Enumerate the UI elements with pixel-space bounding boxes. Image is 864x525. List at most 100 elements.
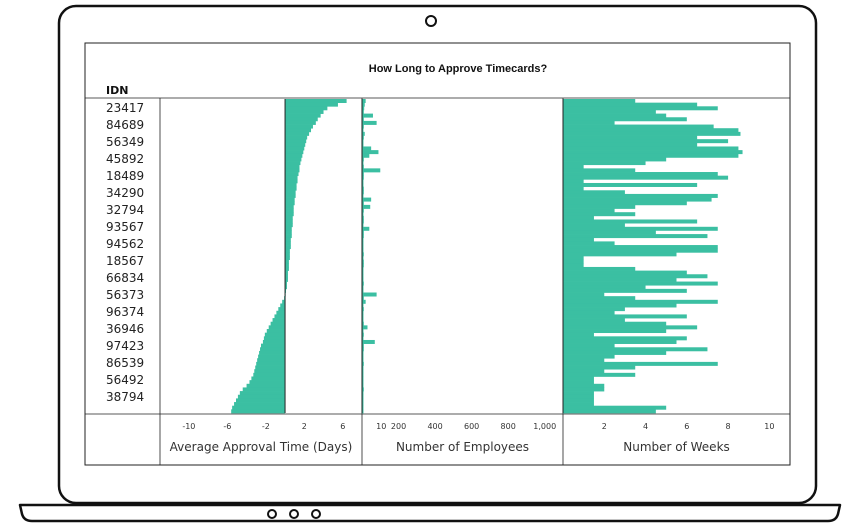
- bar: [563, 179, 584, 184]
- bar: [362, 256, 364, 260]
- tick-label: 800: [501, 422, 516, 431]
- bar: [362, 325, 368, 330]
- bar: [285, 146, 305, 151]
- bar: [563, 318, 625, 323]
- bar: [362, 307, 364, 312]
- bar: [362, 372, 364, 377]
- bar: [563, 252, 677, 257]
- bar: [563, 310, 615, 315]
- bar: [563, 256, 584, 260]
- bar: [362, 109, 364, 114]
- bar: [362, 391, 364, 396]
- bar: [285, 241, 291, 246]
- chart-border: [84, 42, 791, 466]
- bar: [256, 361, 286, 366]
- bar: [563, 296, 636, 301]
- bar: [563, 303, 677, 308]
- bar: [362, 252, 364, 257]
- bar: [362, 117, 364, 122]
- bar: [272, 318, 286, 323]
- bar: [563, 146, 739, 151]
- bar: [362, 358, 364, 363]
- id-label: 56373: [106, 288, 144, 302]
- bar: [362, 135, 364, 140]
- bar: [563, 391, 594, 396]
- bar: [362, 248, 364, 253]
- bar: [563, 376, 594, 381]
- axis-title: Number of Employees: [396, 440, 529, 454]
- bar: [362, 347, 364, 352]
- bar: [362, 131, 365, 136]
- bar: [266, 329, 286, 334]
- axis-title: Number of Weeks: [623, 440, 730, 454]
- bar: [260, 347, 286, 352]
- bar: [362, 405, 364, 410]
- bar: [285, 270, 288, 275]
- bar: [276, 310, 286, 315]
- bar: [563, 350, 667, 355]
- bar: [262, 339, 286, 344]
- bar: [231, 409, 286, 414]
- bar: [362, 150, 379, 155]
- bar: [362, 223, 364, 228]
- bar: [239, 391, 286, 396]
- bar: [563, 358, 605, 363]
- bar: [563, 172, 718, 177]
- bar: [268, 325, 286, 330]
- bar: [253, 372, 286, 377]
- bar: [563, 380, 594, 385]
- bar: [362, 277, 364, 282]
- bar: [362, 365, 364, 370]
- bar: [563, 161, 646, 166]
- bar: [362, 142, 364, 147]
- bar: [263, 336, 286, 341]
- bar: [563, 354, 615, 359]
- bar: [285, 266, 289, 271]
- bar: [257, 358, 286, 363]
- bar: [362, 266, 364, 271]
- id-label: 36946: [106, 322, 144, 336]
- id-label: 56349: [106, 135, 144, 149]
- bar: [234, 402, 286, 407]
- id-label: 93567: [106, 220, 144, 234]
- bar: [362, 350, 364, 355]
- bar: [362, 172, 364, 177]
- bar: [285, 285, 287, 290]
- bar: [563, 102, 698, 107]
- bar: [563, 281, 718, 286]
- bar: [362, 409, 364, 414]
- bar: [285, 215, 293, 220]
- bar: [563, 245, 718, 250]
- bar: [563, 106, 718, 111]
- bar: [563, 182, 698, 187]
- bar: [362, 182, 364, 187]
- bar: [563, 131, 741, 136]
- bar: [362, 237, 364, 242]
- bar: [362, 186, 364, 191]
- bar: [563, 212, 636, 217]
- bar: [285, 226, 292, 231]
- bar: [285, 124, 313, 129]
- bar: [362, 402, 364, 407]
- bar: [362, 102, 365, 107]
- bar: [563, 208, 615, 213]
- bar: [285, 179, 298, 184]
- bar: [362, 339, 375, 344]
- bar: [362, 226, 370, 231]
- bar: [563, 139, 729, 144]
- bar: [285, 252, 290, 257]
- bar: [251, 376, 286, 381]
- bar: [563, 383, 605, 388]
- id-label: 66834: [106, 271, 144, 285]
- bar: [563, 190, 625, 195]
- bar: [362, 215, 364, 220]
- webcam-icon: [425, 15, 437, 27]
- bar: [237, 394, 286, 399]
- port-icon: [289, 509, 299, 519]
- bar: [563, 263, 584, 268]
- weeks-panel: 2 4 6 8 10 Number of Weeks: [562, 99, 774, 454]
- bar: [563, 234, 708, 239]
- bar: [563, 186, 584, 191]
- bar: [285, 190, 296, 195]
